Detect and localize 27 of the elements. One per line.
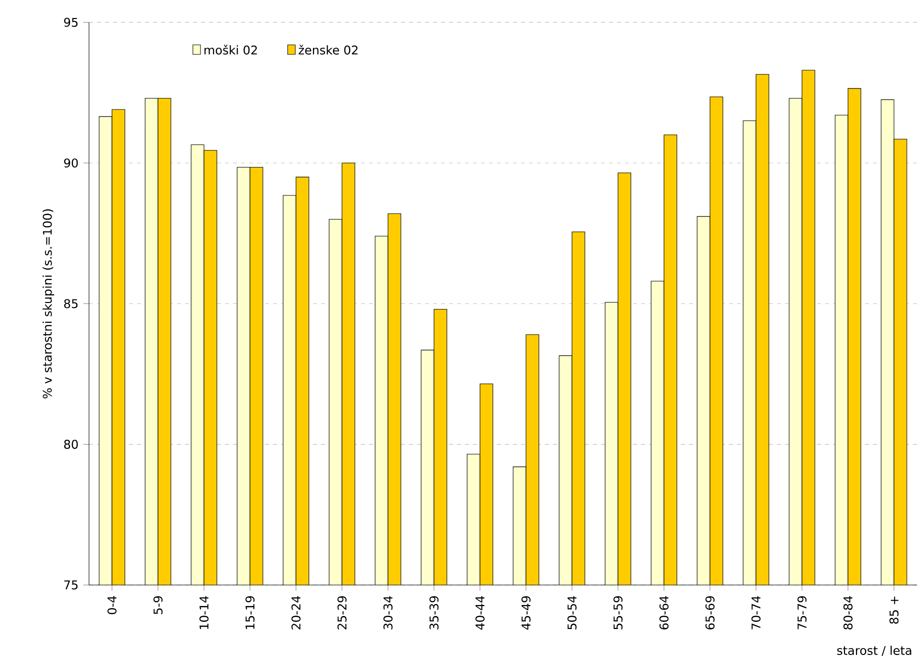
- x-tick-label: 35-39: [429, 596, 439, 630]
- x-tick-label: 15-19: [245, 596, 255, 629]
- y-tick-label: 75: [64, 580, 78, 590]
- x-tick-label: 0-4: [107, 596, 117, 614]
- x-tick-label: 10-14: [199, 596, 209, 629]
- x-tick-label: 70-74: [751, 596, 761, 630]
- x-tick-label: 45-49: [521, 596, 531, 630]
- x-tick-label: 5-9: [153, 596, 163, 614]
- x-tick-label: 40-44: [475, 596, 485, 630]
- x-tick-label: 50-54: [567, 596, 577, 630]
- legend-label: moški 02: [204, 44, 257, 55]
- x-tick-label: 25-29: [337, 596, 347, 630]
- x-tick-label: 30-34: [383, 596, 393, 630]
- x-axis-title: starost / leta: [837, 646, 912, 656]
- x-tick-label: 60-64: [659, 596, 669, 630]
- x-tick-label: 20-24: [291, 596, 301, 630]
- y-tick-label: 95: [64, 18, 78, 27]
- y-tick-label: 80: [64, 440, 78, 449]
- x-tick-label: 65-69: [705, 596, 715, 630]
- x-tick-label: 85 +: [889, 596, 899, 624]
- y-tick-label: 90: [64, 158, 78, 168]
- y-axis-title: % v starostni skupini (s.s.=100): [42, 209, 54, 398]
- x-tick-label: 75-79: [797, 596, 807, 630]
- x-tick-label: 80-84: [843, 596, 853, 630]
- x-tick-label: 55-59: [613, 596, 623, 630]
- legend-label: ženske 02: [298, 44, 358, 55]
- y-tick-label: 85: [64, 299, 78, 308]
